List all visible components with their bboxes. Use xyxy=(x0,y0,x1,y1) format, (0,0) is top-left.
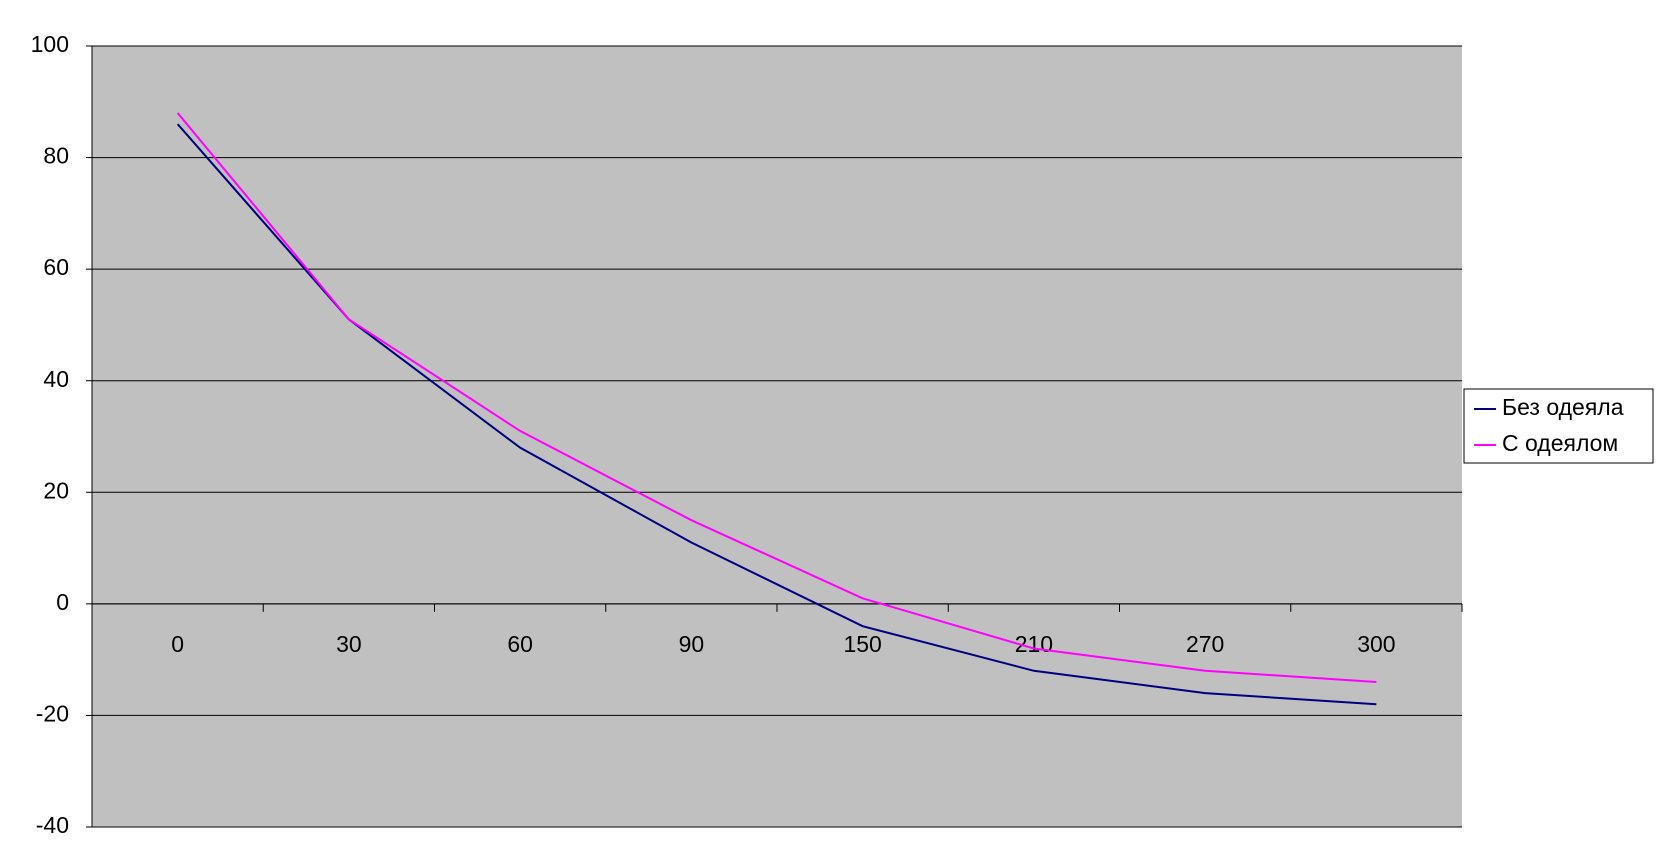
x-tick-label: 30 xyxy=(336,631,362,657)
y-tick-label: 40 xyxy=(43,366,69,392)
legend-label: С одеялом xyxy=(1502,430,1618,456)
y-tick-label: 20 xyxy=(43,477,69,503)
x-tick-label: 270 xyxy=(1186,631,1224,657)
y-tick-label: -20 xyxy=(36,701,69,727)
plot-area xyxy=(92,46,1462,827)
x-tick-label: 90 xyxy=(679,631,705,657)
series-line xyxy=(176,123,1377,706)
y-tick-label: 100 xyxy=(31,31,69,57)
x-tick-label: 300 xyxy=(1357,631,1395,657)
y-tick-label: 60 xyxy=(43,254,69,280)
y-tick-label: 0 xyxy=(56,589,69,615)
legend-label: Без одеяла xyxy=(1502,394,1624,420)
x-tick-label: 60 xyxy=(507,631,533,657)
x-tick-label: 0 xyxy=(171,631,184,657)
series-line xyxy=(176,112,1377,683)
legend-box xyxy=(1463,388,1654,464)
x-tick-label: 150 xyxy=(843,631,881,657)
y-tick-label: -40 xyxy=(36,812,69,838)
y-tick-label: 80 xyxy=(43,143,69,169)
